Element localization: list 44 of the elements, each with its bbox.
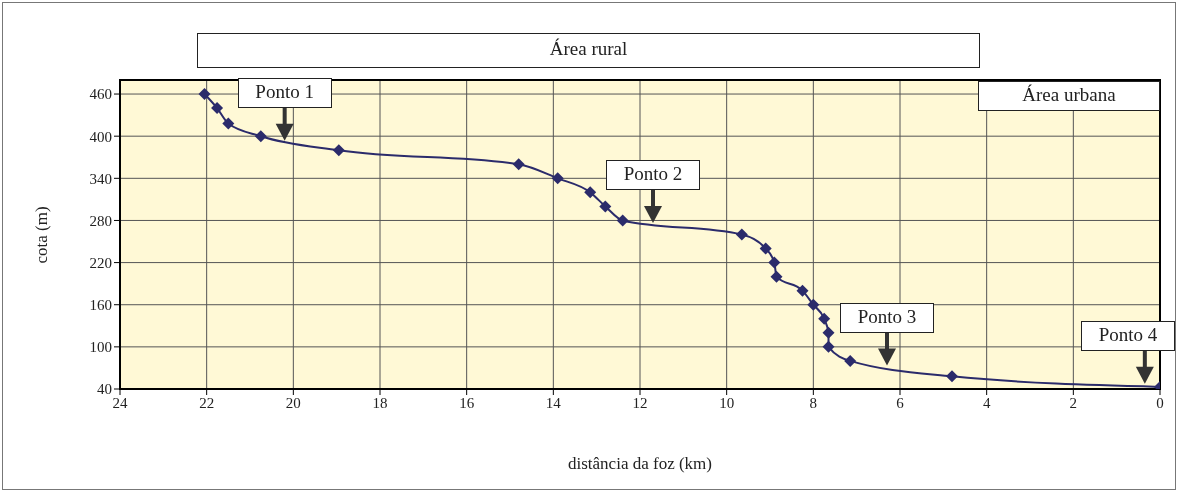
x-tick-label: 24 xyxy=(112,394,128,411)
point xyxy=(946,370,958,383)
x-tick-label: 12 xyxy=(632,394,648,411)
x-tick-label: 10 xyxy=(719,394,735,411)
point xyxy=(211,102,224,115)
point xyxy=(254,130,267,143)
x-tick-label: 0 xyxy=(1156,394,1164,411)
x-tick-label: 22 xyxy=(199,394,215,411)
point xyxy=(222,117,235,130)
y-tick-label: 400 xyxy=(89,128,112,145)
y-tick-label: 280 xyxy=(89,212,112,229)
point xyxy=(796,284,809,297)
point xyxy=(822,326,835,339)
x-tick-label: 14 xyxy=(545,394,562,411)
point xyxy=(770,270,783,283)
point xyxy=(759,242,772,255)
point xyxy=(768,256,781,269)
x-tick-label: 8 xyxy=(809,394,818,411)
point xyxy=(616,214,629,227)
x-tick-label: 18 xyxy=(372,394,388,411)
x-tick-label: 4 xyxy=(982,394,991,411)
x-tick-label: 6 xyxy=(896,394,905,411)
y-axis-title: cota (m) xyxy=(32,205,52,264)
point xyxy=(818,312,831,325)
x-tick-label: 20 xyxy=(285,394,301,411)
point xyxy=(822,340,835,353)
point xyxy=(332,144,345,157)
point xyxy=(807,298,820,311)
y-tick-label: 460 xyxy=(89,86,112,103)
point xyxy=(599,200,612,213)
point xyxy=(844,354,857,367)
point xyxy=(512,158,525,171)
y-tick-label: 220 xyxy=(89,254,112,271)
y-tick-label: 100 xyxy=(89,339,112,356)
point xyxy=(584,186,597,199)
x-axis-title: distância da foz (km) xyxy=(567,454,713,474)
point xyxy=(551,172,564,185)
y-tick-label: 340 xyxy=(89,170,112,187)
x-tick-label: 16 xyxy=(459,394,475,411)
y-tick-label: 40 xyxy=(97,381,112,398)
point xyxy=(198,88,211,101)
x-tick-label: 2 xyxy=(1069,394,1078,411)
y-tick-label: 160 xyxy=(89,297,112,314)
point xyxy=(735,228,748,241)
